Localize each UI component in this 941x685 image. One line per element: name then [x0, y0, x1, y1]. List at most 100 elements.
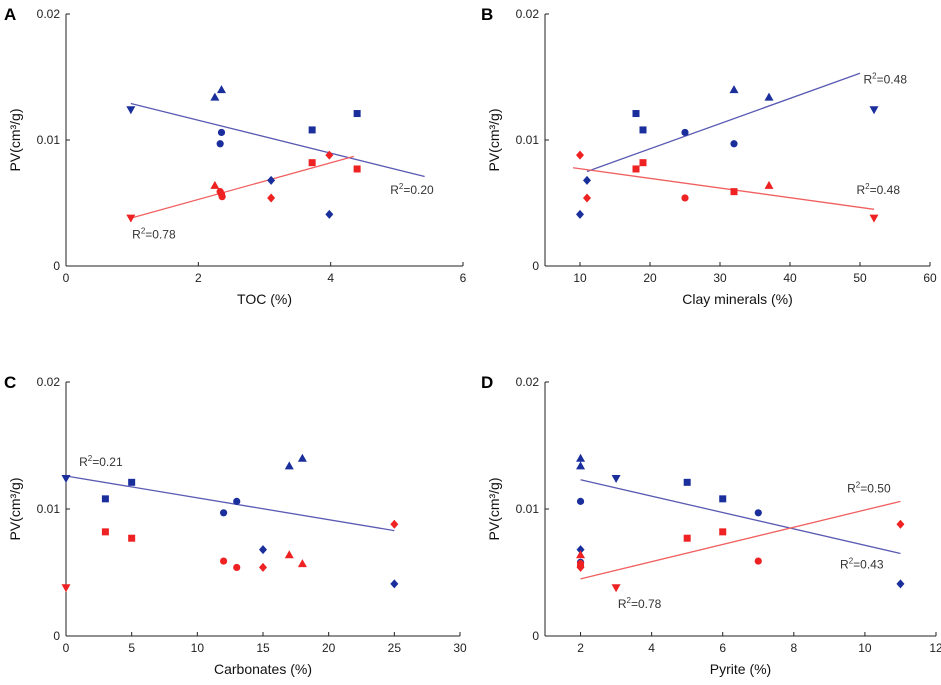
y-tick-label: 0: [53, 259, 60, 273]
data-point-red-diamond: [583, 193, 591, 203]
data-point-red-diamond: [896, 519, 905, 529]
x-tick-label: 12: [929, 641, 941, 655]
r-squared-annotation: R2=0.43: [840, 557, 884, 572]
data-point-red-diamond: [267, 193, 276, 203]
data-point-blue-triangle-down: [869, 106, 879, 115]
x-tick-label: 2: [195, 271, 202, 285]
r-squared-annotation: R2=0.78: [618, 596, 662, 611]
y-tick-label: 0.02: [516, 375, 540, 389]
data-point-blue-square: [101, 495, 109, 503]
data-point-red-diamond: [576, 150, 584, 160]
data-point-blue-diamond: [267, 175, 276, 185]
data-point-blue-circle: [681, 128, 689, 137]
r-squared-annotation: R2=0.48: [857, 182, 901, 197]
r-squared-annotation: R2=0.78: [132, 226, 176, 241]
y-tick-label: 0.02: [516, 7, 540, 21]
data-point-blue-diamond: [259, 545, 267, 555]
data-point-blue-circle: [216, 140, 224, 148]
fit-line-blue: [130, 102, 425, 178]
y-tick-label: 0: [53, 629, 60, 643]
r-squared-annotation: R2=0.21: [79, 454, 123, 469]
data-point-blue-triangle-down: [126, 106, 136, 115]
data-point-blue-circle: [576, 497, 585, 505]
data-point-red-circle: [681, 194, 689, 202]
x-tick-label: 10: [191, 641, 205, 655]
y-axis-title: PV(cm³/g): [7, 109, 23, 172]
x-tick-label: 60: [923, 271, 937, 285]
x-tick-label: 20: [643, 271, 657, 285]
fit-line-blue: [580, 479, 901, 555]
x-tick-label: 0: [63, 641, 70, 655]
y-tick-label: 0.01: [516, 502, 540, 516]
x-tick-label: 10: [573, 271, 587, 285]
data-point-red-square: [128, 534, 136, 542]
data-point-blue-square: [639, 126, 647, 134]
y-tick-label: 0: [532, 259, 539, 273]
y-tick-label: 0.02: [37, 7, 61, 21]
data-point-red-triangle-up: [284, 550, 294, 559]
data-point-blue-circle: [220, 509, 228, 517]
data-point-red-diamond: [390, 519, 399, 529]
data-point-blue-diamond: [576, 545, 585, 555]
y-tick-label: 0.01: [37, 502, 61, 516]
data-point-blue-triangle-down: [61, 475, 71, 484]
data-point-red-circle: [754, 557, 762, 565]
data-point-red-triangle-down: [611, 584, 621, 593]
fit-line-red: [572, 167, 875, 210]
x-tick-label: 30: [453, 641, 467, 655]
panel-b: B 10 20 30 40 50 60 0 0.01 0.02 Clay minerals (%) P…: [481, 5, 937, 307]
data-point-red-circle: [220, 557, 228, 565]
x-axis-title: Pyrite (%): [710, 661, 771, 677]
data-point-blue-triangle-up: [216, 85, 226, 94]
r-squared-annotation: R2=0.20: [390, 182, 434, 197]
data-point-blue-circle: [730, 140, 738, 148]
x-axis-title: TOC (%): [237, 291, 292, 307]
data-point-blue-triangle-up: [210, 92, 220, 101]
data-point-red-diamond: [259, 562, 267, 572]
data-point-red-diamond: [576, 562, 585, 572]
x-tick-label: 20: [322, 641, 336, 655]
data-point-red-circle: [233, 563, 241, 572]
data-point-blue-triangle-up: [284, 461, 294, 470]
data-point-blue-diamond: [896, 579, 905, 589]
data-point-blue-diamond: [583, 175, 591, 185]
data-point-blue-square: [632, 110, 640, 118]
x-axis-title: Clay minerals (%): [682, 291, 792, 307]
data-point-blue-triangle-up: [729, 85, 739, 94]
data-point-blue-circle: [233, 497, 241, 505]
panel-a: A 0 2 4 6 0 0.01 0.02 TOC (%) PV(cm³/g) R2=0.20 R2=…: [4, 5, 467, 307]
panel-c: C 0 5 10 15 20 25 30 0 0.01 0.02 Carbonates (%) PV(c…: [4, 373, 467, 677]
data-point-blue-diamond: [390, 579, 399, 589]
data-point-red-triangle-up: [576, 550, 586, 559]
data-point-red-triangle-up: [764, 180, 774, 189]
data-point-blue-diamond: [325, 209, 334, 219]
data-point-red-square: [353, 165, 361, 173]
x-tick-label: 25: [388, 641, 402, 655]
data-point-blue-triangle-down: [611, 475, 621, 484]
fit-line-red: [130, 155, 354, 219]
y-axis-title: PV(cm³/g): [486, 109, 502, 172]
data-point-red-square: [730, 188, 738, 196]
data-point-red-circle: [218, 193, 226, 201]
data-point-red-triangle-down: [869, 214, 879, 223]
fit-line-red: [580, 500, 901, 580]
data-point-blue-square: [308, 126, 316, 134]
data-point-red-square: [639, 159, 647, 167]
data-point-red-triangle-down: [61, 584, 71, 593]
y-tick-label: 0.01: [37, 133, 61, 147]
fit-line-blue: [586, 72, 861, 173]
x-tick-label: 30: [713, 271, 727, 285]
fit-line-blue: [65, 475, 395, 532]
data-point-blue-triangle-up: [576, 453, 586, 462]
data-point-red-triangle-up: [210, 180, 220, 189]
x-tick-label: 40: [783, 271, 797, 285]
data-point-red-square: [719, 528, 727, 536]
r-squared-annotation: R2=0.48: [864, 71, 908, 86]
data-point-red-square: [683, 534, 691, 542]
x-tick-label: 15: [256, 641, 270, 655]
data-point-red-triangle-up: [297, 559, 307, 568]
data-point-blue-square: [683, 478, 691, 486]
x-tick-label: 2: [577, 641, 584, 655]
x-tick-label: 4: [648, 641, 655, 655]
data-point-blue-square: [719, 495, 727, 503]
